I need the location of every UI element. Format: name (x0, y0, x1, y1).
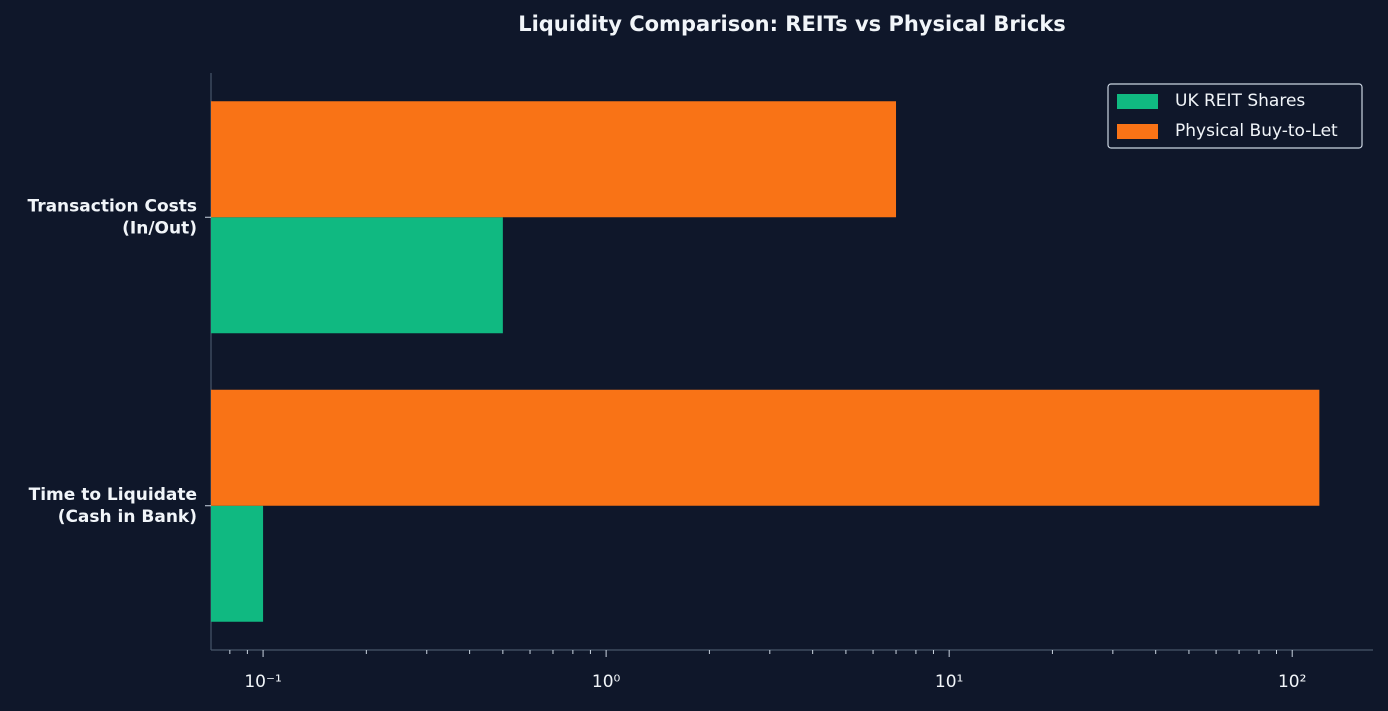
legend-label: UK REIT Shares (1175, 91, 1305, 111)
chart-title: Liquidity Comparison: REITs vs Physical … (518, 12, 1066, 36)
y-tick-label: Time to Liquidate (Cash in Bank) (29, 485, 197, 527)
legend-label: Physical Buy-to-Let (1175, 121, 1338, 141)
x-tick-label: 10¹ (935, 672, 963, 692)
legend-swatch (1117, 94, 1158, 109)
legend-box (1107, 83, 1363, 149)
bar (211, 505, 264, 622)
x-tick-label: 10⁰ (592, 672, 621, 692)
bar (211, 101, 897, 218)
bar (211, 217, 503, 334)
x-tick-label: 10² (1278, 672, 1306, 692)
x-tick-label: 10⁻¹ (244, 672, 281, 692)
bar (211, 389, 1320, 506)
y-tick-label: Transaction Costs (In/Out) (27, 196, 197, 238)
legend-swatch (1117, 124, 1158, 139)
